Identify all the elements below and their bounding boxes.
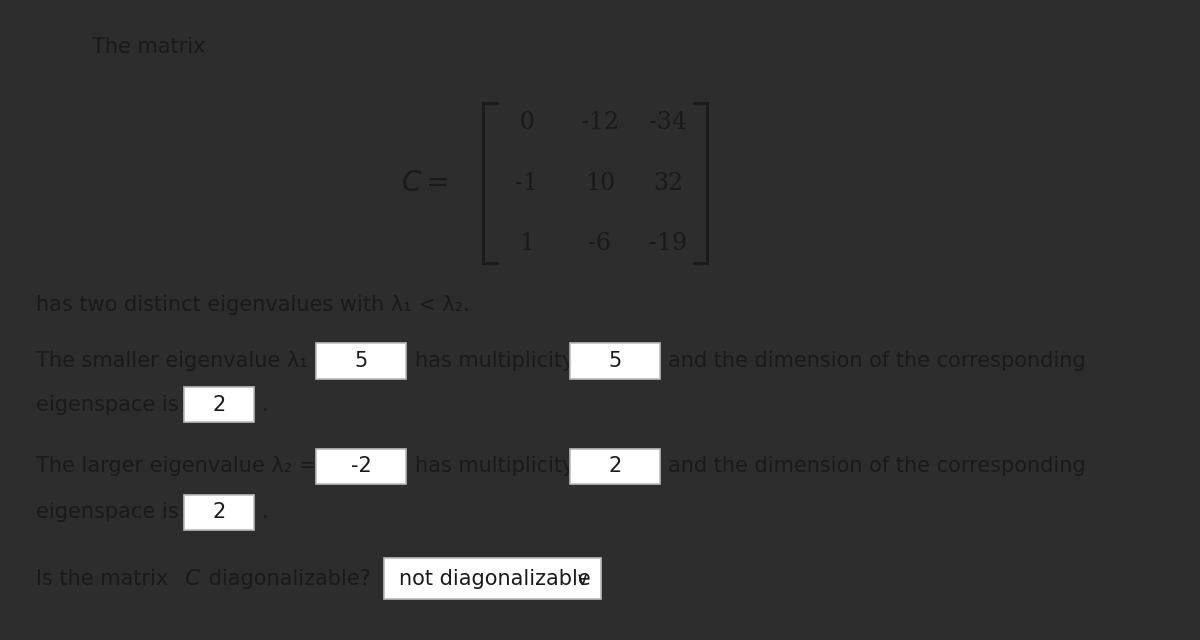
Text: and the dimension of the corresponding: and the dimension of the corresponding <box>668 456 1086 476</box>
Text: -34: -34 <box>649 111 688 134</box>
Text: -6: -6 <box>588 232 612 255</box>
Text: and the dimension of the corresponding: and the dimension of the corresponding <box>668 351 1086 371</box>
Text: has multiplicity: has multiplicity <box>414 351 574 371</box>
FancyBboxPatch shape <box>185 387 254 422</box>
Text: .: . <box>262 502 268 522</box>
Text: $C$: $C$ <box>185 568 202 589</box>
FancyBboxPatch shape <box>316 449 406 484</box>
Text: not diagonalizable: not diagonalizable <box>398 568 590 589</box>
Text: The matrix: The matrix <box>92 36 206 57</box>
Text: The smaller eigenvalue λ₁ =: The smaller eigenvalue λ₁ = <box>36 351 331 371</box>
Text: 0: 0 <box>520 111 534 134</box>
Text: 5: 5 <box>354 351 367 371</box>
Text: -2: -2 <box>350 456 371 476</box>
Text: ∨: ∨ <box>576 571 589 589</box>
Text: 10: 10 <box>584 172 616 195</box>
FancyBboxPatch shape <box>185 495 254 530</box>
Text: -19: -19 <box>649 232 688 255</box>
FancyBboxPatch shape <box>384 558 601 599</box>
FancyBboxPatch shape <box>570 449 660 484</box>
Text: 5: 5 <box>608 351 622 371</box>
FancyBboxPatch shape <box>316 344 406 378</box>
Text: 2: 2 <box>608 456 622 476</box>
Text: -1: -1 <box>515 172 539 195</box>
Text: has two distinct eigenvalues with λ₁ < λ₂.: has two distinct eigenvalues with λ₁ < λ… <box>36 296 469 316</box>
Text: -12: -12 <box>581 111 619 134</box>
Text: eigenspace is: eigenspace is <box>36 395 179 415</box>
Text: $C =$: $C =$ <box>401 170 448 197</box>
Text: The larger eigenvalue λ₂ =: The larger eigenvalue λ₂ = <box>36 456 317 476</box>
Text: .: . <box>262 395 268 415</box>
Text: 2: 2 <box>212 502 226 522</box>
Text: 1: 1 <box>520 232 534 255</box>
FancyBboxPatch shape <box>570 344 660 378</box>
Text: 32: 32 <box>653 172 683 195</box>
Text: has multiplicity: has multiplicity <box>414 456 574 476</box>
Text: Is the matrix: Is the matrix <box>36 568 175 589</box>
Text: diagonalizable?: diagonalizable? <box>202 568 371 589</box>
Text: eigenspace is: eigenspace is <box>36 502 179 522</box>
Text: 2: 2 <box>212 395 226 415</box>
